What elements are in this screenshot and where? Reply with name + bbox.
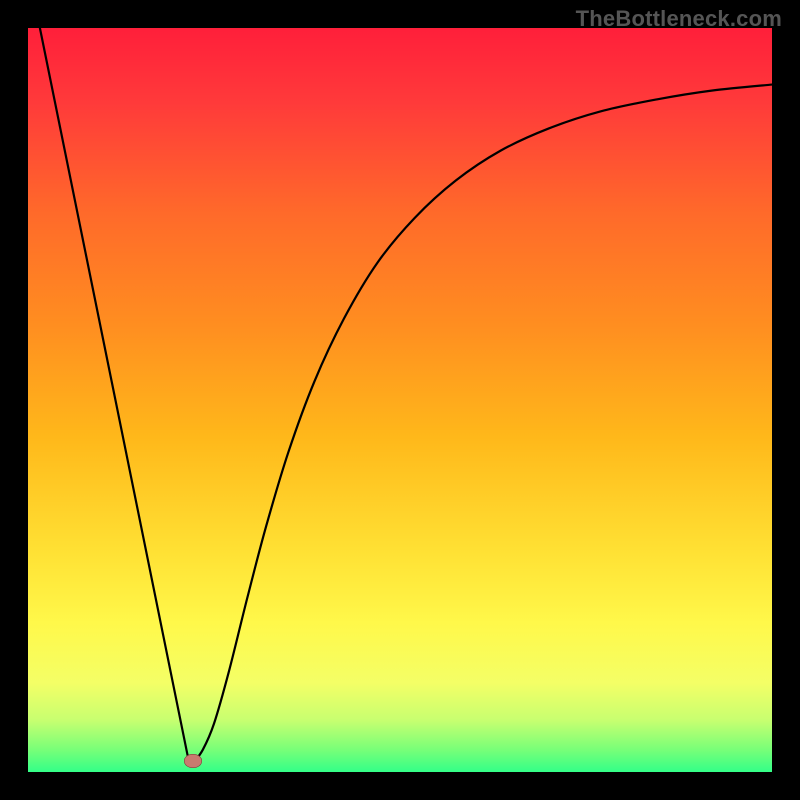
plot-svg (28, 28, 772, 772)
valley-marker (184, 754, 202, 768)
gradient-background (28, 28, 772, 772)
plot-area (28, 28, 772, 772)
chart-frame: TheBottleneck.com (0, 0, 800, 800)
